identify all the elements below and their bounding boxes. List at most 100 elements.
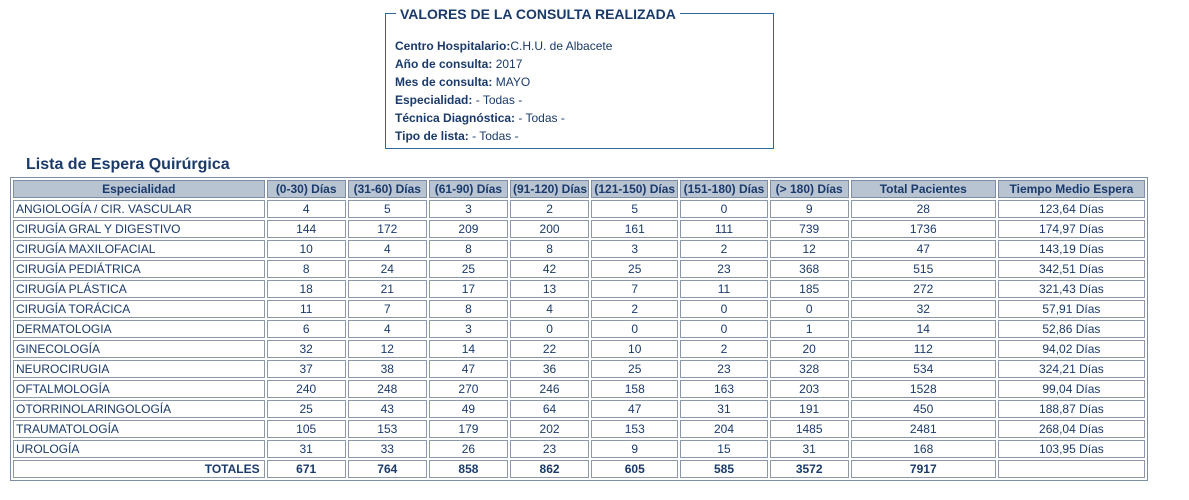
table-cell: 1485: [769, 420, 849, 438]
query-label: Técnica Diagnóstica:: [395, 111, 516, 125]
table-cell: 158: [591, 380, 679, 398]
table-cell: 111: [680, 220, 768, 238]
query-row-especialidad: Especialidad: - Todas -: [395, 91, 612, 109]
table-cell: 10: [591, 340, 679, 358]
section-title: Lista de Espera Quirúrgica: [26, 156, 230, 173]
table-cell: 200: [509, 220, 590, 238]
table-cell: 324,21 Días: [997, 360, 1145, 378]
table-cell: 270: [428, 380, 508, 398]
table-cell: 33: [347, 440, 427, 458]
table-body: ANGIOLOGÍA / CIR. VASCULAR 4 5 3 2 5 0 9 28 123,6…: [13, 200, 1145, 478]
query-value: - Todas -: [475, 93, 523, 107]
table-cell: 5: [591, 200, 679, 218]
table-cell: 246: [509, 380, 590, 398]
specialty-cell: CIRUGÍA PLÁSTICA: [13, 280, 265, 298]
table-cell: 0: [769, 300, 849, 318]
table-cell: 18: [266, 280, 346, 298]
query-values-title: VALORES DE LA CONSULTA REALIZADA: [396, 6, 680, 22]
table-cell: 42: [509, 260, 590, 278]
query-value: 2017: [495, 57, 523, 71]
table-cell: 248: [347, 380, 427, 398]
table-cell: 47: [850, 240, 996, 258]
column-header: (31-60) Días: [347, 180, 427, 198]
table-cell: 144: [266, 220, 346, 238]
table-cell: 191: [769, 400, 849, 418]
table-cell: 64: [509, 400, 590, 418]
table-cell: 4: [266, 200, 346, 218]
table-cell: 0: [680, 300, 768, 318]
table-row: OTORRINOLARINGOLOGÍA 25 43 49 64 47 31 191 450 18…: [13, 400, 1145, 418]
waiting-list-table: Especialidad (0-30) Días (31-60) Días (6…: [10, 177, 1148, 481]
specialty-cell: UROLOGÍA: [13, 440, 265, 458]
table-cell: 5: [347, 200, 427, 218]
table-row: CIRUGÍA GRAL Y DIGESTIVO 144 172 209 200 161 1…: [13, 220, 1145, 238]
table-cell: 94,02 Días: [997, 340, 1145, 358]
table-cell: 20: [769, 340, 849, 358]
totals-cell: 862: [509, 460, 590, 478]
table-cell: 0: [591, 320, 679, 338]
table-cell: 25: [428, 260, 508, 278]
specialty-cell: GINECOLOGÍA: [13, 340, 265, 358]
table-cell: 321,43 Días: [997, 280, 1145, 298]
table-cell: 203: [769, 380, 849, 398]
query-label: Centro Hospitalario:: [395, 39, 511, 53]
table-cell: 9: [769, 200, 849, 218]
table-cell: 153: [591, 420, 679, 438]
table-cell: 2481: [850, 420, 996, 438]
table-cell: 0: [680, 320, 768, 338]
query-label: Año de consulta:: [395, 57, 493, 71]
specialty-cell: OFTALMOLOGÍA: [13, 380, 265, 398]
table-cell: 7: [347, 300, 427, 318]
table-cell: 739: [769, 220, 849, 238]
table-cell: 268,04 Días: [997, 420, 1145, 438]
table-cell: 25: [266, 400, 346, 418]
table-cell: 0: [509, 320, 590, 338]
table-header-row: Especialidad (0-30) Días (31-60) Días (6…: [13, 180, 1145, 198]
query-values-list: Centro Hospitalario:C.H.U. de Albacete A…: [395, 37, 612, 145]
specialty-cell: CIRUGÍA GRAL Y DIGESTIVO: [13, 220, 265, 238]
table-row: NEUROCIRUGIA 37 38 47 36 25 23 328 534 324,21 Día…: [13, 360, 1145, 378]
table-cell: 99,04 Días: [997, 380, 1145, 398]
table-cell: 2: [680, 340, 768, 358]
table-cell: 209: [428, 220, 508, 238]
table-cell: 172: [347, 220, 427, 238]
column-header: (0-30) Días: [266, 180, 346, 198]
table-cell: 168: [850, 440, 996, 458]
table-cell: 47: [428, 360, 508, 378]
table-cell: 112: [850, 340, 996, 358]
column-header: (121-150) Días: [591, 180, 679, 198]
table-cell: 450: [850, 400, 996, 418]
table-cell: 8: [266, 260, 346, 278]
table-cell: 49: [428, 400, 508, 418]
table-row: CIRUGÍA PEDIÁTRICA 8 24 25 42 25 23 368 515 342,5…: [13, 260, 1145, 278]
query-label: Especialidad:: [395, 93, 473, 107]
table-cell: 12: [347, 340, 427, 358]
table-cell: 14: [428, 340, 508, 358]
query-row-anio: Año de consulta: 2017: [395, 55, 612, 73]
table-cell: 103,95 Días: [997, 440, 1145, 458]
table-cell: 105: [266, 420, 346, 438]
table-cell: 23: [680, 360, 768, 378]
table-cell: 57,91 Días: [997, 300, 1145, 318]
specialty-cell: TRAUMATOLOGÍA: [13, 420, 265, 438]
table-cell: 4: [509, 300, 590, 318]
specialty-cell: CIRUGÍA TORÁCICA: [13, 300, 265, 318]
table-cell: 25: [591, 260, 679, 278]
table-cell: 1528: [850, 380, 996, 398]
table-cell: 342,51 Días: [997, 260, 1145, 278]
table-cell: 25: [591, 360, 679, 378]
table-cell: 11: [266, 300, 346, 318]
query-label: Tipo de lista:: [395, 129, 469, 143]
table-cell: 9: [591, 440, 679, 458]
table-row: GINECOLOGÍA 32 12 14 22 10 2 20 112 94,02 Días: [13, 340, 1145, 358]
table-row: DERMATOLOGIA 6 4 3 0 0 0 1 14 52,86 Días: [13, 320, 1145, 338]
table-cell: 13: [509, 280, 590, 298]
table-cell: 24: [347, 260, 427, 278]
table-cell: 23: [680, 260, 768, 278]
column-header: (61-90) Días: [428, 180, 508, 198]
table-cell: 6: [266, 320, 346, 338]
table-cell: 36: [509, 360, 590, 378]
query-value: C.H.U. de Albacete: [510, 39, 613, 53]
totals-cell: 3572: [769, 460, 849, 478]
table-cell: 4: [347, 240, 427, 258]
